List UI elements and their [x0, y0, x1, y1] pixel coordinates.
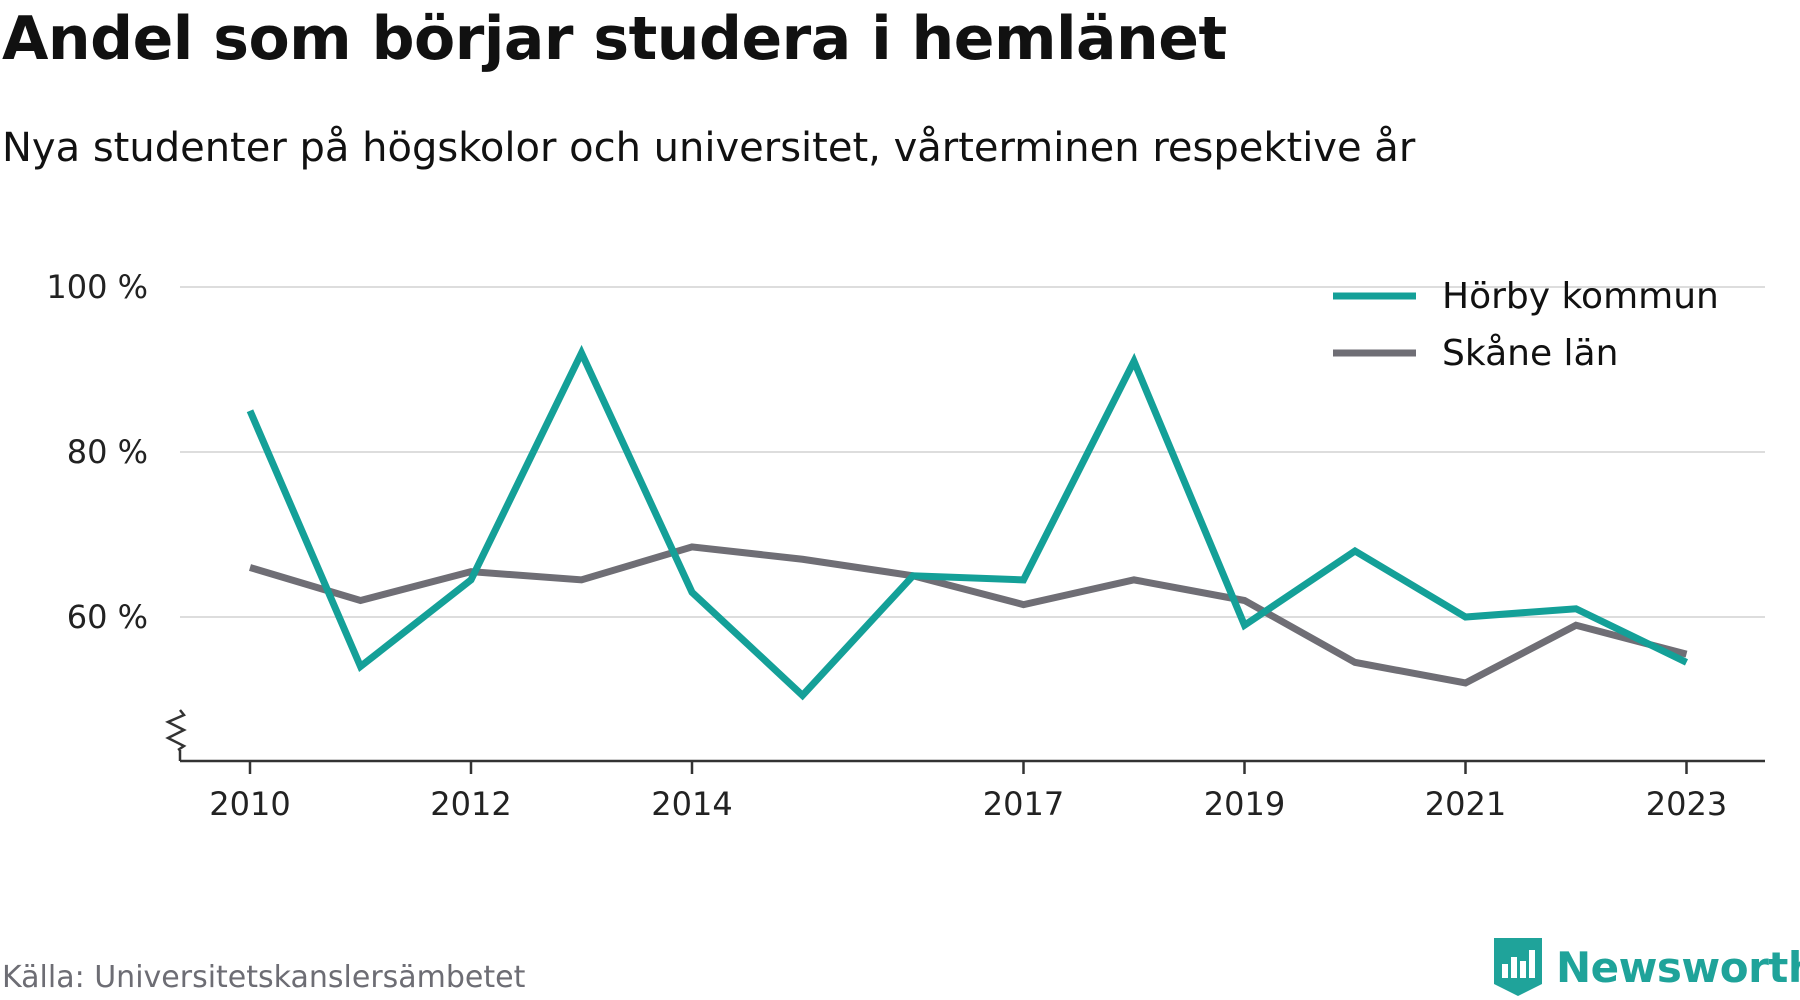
chart-subtitle: Nya studenter på högskolor och universit…: [2, 125, 1416, 171]
series-line-hörby-kommun: [246, 344, 1689, 701]
x-axis-tick-labels: 2010 2012 2014 2017 2019 2021 2023: [209, 785, 1727, 823]
bar-chart-logo-icon: [1494, 938, 1542, 996]
y-tick-label: 100 %: [46, 268, 148, 306]
y-tick-label: 60 %: [67, 598, 148, 636]
source-note: Källa: Universitetskanslersämbetet: [2, 960, 526, 995]
x-tick-label: 2010: [209, 785, 290, 823]
x-tick-label: 2021: [1425, 785, 1506, 823]
x-axis: [165, 709, 1765, 774]
legend-label: Skåne län: [1442, 333, 1618, 374]
y-tick-label: 80 %: [67, 433, 148, 471]
x-tick-label: 2014: [651, 785, 732, 823]
x-tick-label: 2012: [430, 785, 511, 823]
x-tick-label: 2019: [1204, 785, 1285, 823]
legend-label: Hörby kommun: [1442, 276, 1719, 317]
line-chart: 60 %80 %100 % 2010 2012 2014 2017 2019 2021 20…: [46, 268, 1765, 823]
y-axis-tick-labels: 60 % 80 % 100 %: [46, 268, 148, 636]
x-tick-label: 2023: [1646, 785, 1727, 823]
legend: Hörby kommun Skåne län: [1333, 276, 1719, 374]
chart-title: Andel som börjar studera i hemlänet: [2, 4, 1227, 74]
newsworthy-logo: Newsworthy: [1494, 938, 1800, 996]
brand-name: Newsworthy: [1556, 942, 1800, 992]
x-tick-label: 2017: [983, 785, 1064, 823]
axis-break-marker: [165, 709, 187, 752]
series-lines: [246, 344, 1689, 701]
series-line-skåne-län: [248, 543, 1688, 687]
